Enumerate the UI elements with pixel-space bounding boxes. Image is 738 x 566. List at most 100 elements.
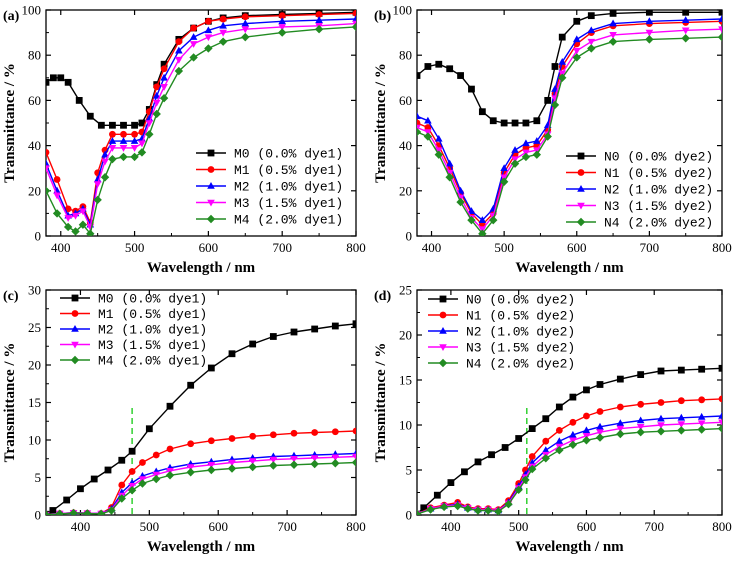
data-point-1 <box>616 403 624 411</box>
data-point-4 <box>52 209 62 218</box>
data-point-3 <box>572 47 581 55</box>
data-point-1 <box>718 395 722 403</box>
data-point-0 <box>49 507 57 514</box>
data-point-4 <box>46 186 51 195</box>
data-point-1 <box>175 38 183 46</box>
legend-marker <box>207 149 215 157</box>
data-point-0 <box>637 371 645 378</box>
data-point-4 <box>63 222 73 232</box>
legend-marker <box>71 341 79 349</box>
data-point-4 <box>521 152 531 162</box>
data-point-3 <box>645 29 654 37</box>
data-point-4 <box>69 508 78 515</box>
data-point-4 <box>587 44 596 53</box>
data-point-4 <box>681 34 690 43</box>
data-point-3 <box>204 34 213 42</box>
data-point-4 <box>189 53 198 62</box>
data-point-2 <box>555 437 564 444</box>
data-point-1 <box>315 11 323 18</box>
data-point-4 <box>277 28 287 37</box>
data-point-3 <box>596 429 604 437</box>
data-point-4 <box>83 509 92 515</box>
panel-label: (c) <box>3 289 19 304</box>
data-point-0 <box>160 60 168 68</box>
data-point-4 <box>117 494 126 503</box>
data-point-2 <box>241 19 250 27</box>
legend-marker <box>70 355 80 365</box>
data-point-4 <box>434 150 443 159</box>
data-point-3 <box>64 215 72 222</box>
data-point-3 <box>587 38 596 46</box>
data-point-0 <box>488 451 495 459</box>
data-point-2 <box>417 112 421 120</box>
data-point-4 <box>550 100 560 110</box>
data-point-1 <box>542 437 550 445</box>
data-point-4 <box>351 458 356 467</box>
data-point-3 <box>352 20 356 28</box>
data-point-2 <box>315 16 323 23</box>
data-point-1 <box>352 10 356 17</box>
data-point-4 <box>314 25 324 34</box>
data-point-4 <box>456 197 465 207</box>
data-point-2 <box>718 412 722 419</box>
x-tick-label: 400 <box>441 519 461 534</box>
data-point-0 <box>447 479 455 486</box>
x-tick-label: 800 <box>712 240 732 255</box>
data-point-0 <box>109 121 116 129</box>
data-point-0 <box>118 456 126 464</box>
y-tick-label: 0 <box>406 229 413 244</box>
data-point-3 <box>219 29 227 37</box>
legend-marker <box>71 325 79 332</box>
data-point-4 <box>467 215 476 225</box>
data-point-1 <box>53 176 61 183</box>
data-point-4 <box>417 509 422 515</box>
data-point-0 <box>433 491 441 499</box>
data-point-4 <box>204 44 213 53</box>
data-point-3 <box>79 208 87 216</box>
data-point-3 <box>160 84 168 91</box>
y-tick-label: 80 <box>399 48 412 63</box>
data-point-3 <box>331 454 340 462</box>
data-point-0 <box>145 425 153 433</box>
data-point-1 <box>677 397 685 405</box>
data-point-3 <box>207 461 216 469</box>
data-point-2 <box>160 73 168 81</box>
data-point-4 <box>145 130 154 139</box>
legend-label: N1 (0.5% dye2) <box>604 166 713 181</box>
data-point-1 <box>120 130 127 138</box>
data-point-3 <box>657 422 665 429</box>
data-point-2 <box>582 426 591 434</box>
data-point-4 <box>207 465 216 475</box>
data-point-4 <box>93 195 102 205</box>
y-axis-title: Transmittance / % <box>373 63 389 183</box>
series-group <box>417 364 722 515</box>
legend-label: M4 (2.0% dye1) <box>234 213 343 228</box>
data-point-4 <box>310 459 319 469</box>
data-point-3 <box>248 458 257 465</box>
data-point-2 <box>645 17 654 25</box>
y-tick-label: 20 <box>399 183 412 198</box>
y-tick-label: 25 <box>399 283 412 298</box>
series-line-0 <box>46 11 356 127</box>
data-point-0 <box>77 485 84 493</box>
data-point-0 <box>446 65 454 73</box>
data-point-4 <box>248 462 257 472</box>
legend-marker <box>439 295 447 303</box>
data-point-4 <box>697 425 706 434</box>
y-tick-label: 10 <box>28 433 41 448</box>
data-point-4 <box>152 474 161 484</box>
y-tick-label: 20 <box>28 358 41 373</box>
legend-marker <box>71 310 79 317</box>
data-point-3 <box>310 455 319 462</box>
data-point-1 <box>269 431 277 439</box>
x-axis-title: Wavelength / nm <box>515 260 624 276</box>
x-tick-label: 600 <box>208 519 228 534</box>
data-point-2 <box>204 26 213 34</box>
data-point-2 <box>636 416 645 424</box>
data-point-4 <box>107 506 116 515</box>
legend-label: N1 (0.5% dye2) <box>466 309 575 324</box>
legend-marker <box>577 202 585 210</box>
legend-label: N2 (1.0% dye2) <box>466 325 575 340</box>
data-point-3 <box>175 56 183 64</box>
